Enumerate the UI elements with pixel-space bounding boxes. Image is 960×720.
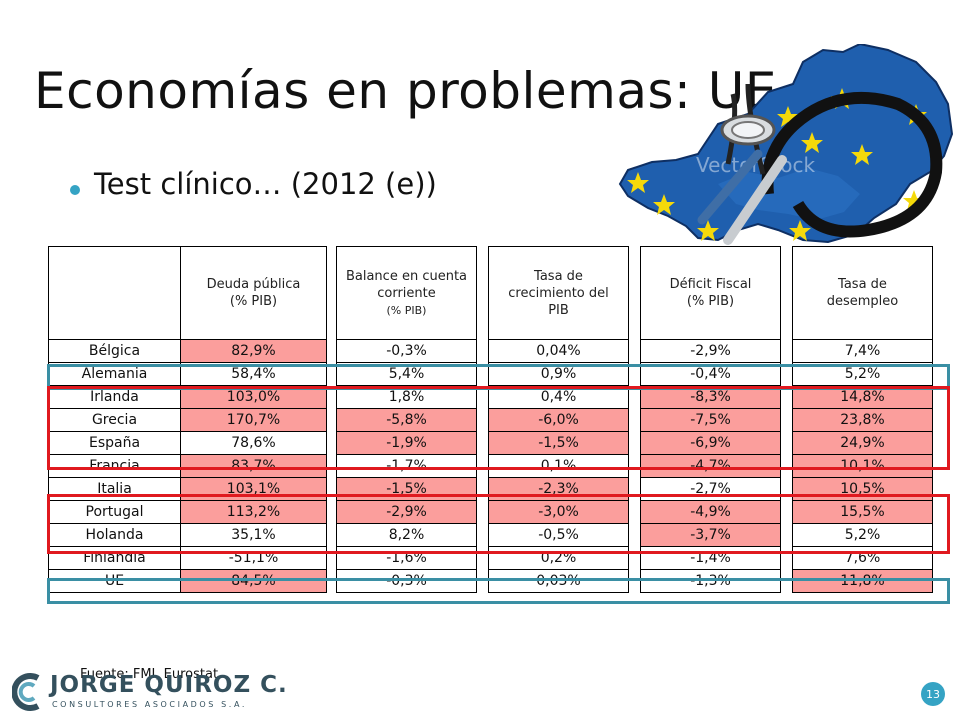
company-logo: JORGE QUIROZ C. CONSULTORES ASOCIADOS S.… [12,670,287,716]
bullet-dot-icon [70,185,80,195]
table-row: Portugal 113,2% -2,9% -3,0% -4,9% 15,5% [48,500,933,524]
value-cell: 83,7% [180,454,327,478]
table-row: Grecia 170,7% -5,8% -6,0% -7,5% 23,8% [48,408,933,432]
value-cell: -4,7% [640,454,781,478]
value-cell: -6,0% [488,408,629,432]
header-main: Tasa de crecimiento del PIB [508,268,609,318]
value-cell: 15,5% [792,500,933,524]
header-sub: (% PIB) [686,294,735,309]
header-sub: (% PIB) [386,303,427,317]
country-cell: Alemania [48,362,181,386]
country-cell: UE [48,569,181,593]
value-cell: 113,2% [180,500,327,524]
value-cell: -6,9% [640,431,781,455]
table-row: Francia 83,7% -1,7% 0,1% -4,7% 10,1% [48,454,933,478]
value-cell: 0,03% [488,569,629,593]
value-cell: -3,7% [640,523,781,547]
value-cell: -2,9% [336,500,477,524]
value-cell: -2,9% [640,339,781,363]
red-box-irlanda-grecia-espana [47,386,950,470]
value-cell: 10,1% [792,454,933,478]
value-cell: 5,2% [792,362,933,386]
value-cell: -1,5% [488,431,629,455]
header-main: Balance en cuenta corriente [345,268,468,301]
eu-map-stethoscope-image: VectorStock [618,44,954,245]
table-row: Holanda 35,1% 8,2% -0,5% -3,7% 5,2% [48,523,933,547]
value-cell: -7,5% [640,408,781,432]
table-row: Alemania 58,4% 5,4% 0,9% -0,4% 5,2% [48,362,933,386]
value-cell: 23,8% [792,408,933,432]
value-cell: -1,7% [336,454,477,478]
value-cell: 11,8% [792,569,933,593]
logo-sub-text: CONSULTORES ASOCIADOS S.A. [52,700,248,709]
logo-c-icon [12,673,40,711]
value-cell: 1,8% [336,385,477,409]
country-cell: Bélgica [48,339,181,363]
logo-main-text: JORGE QUIROZ C. [50,672,288,698]
header-main: Déficit Fiscal [669,277,752,292]
corner-cell [48,246,181,340]
table-row: UE 84,5% -0,3% 0,03% -1,3% 11,8% [48,569,933,593]
value-cell: 7,4% [792,339,933,363]
value-cell: -0,5% [488,523,629,547]
economic-indicators-table: Deuda pública (% PIB) Balance en cuenta … [48,246,933,593]
header-desempleo: Tasa de desempleo [792,246,933,340]
value-cell: -8,3% [640,385,781,409]
value-cell: 0,04% [488,339,629,363]
value-cell: 170,7% [180,408,327,432]
value-cell: -0,3% [336,339,477,363]
value-cell: 58,4% [180,362,327,386]
value-cell: 5,2% [792,523,933,547]
value-cell: -3,0% [488,500,629,524]
country-cell: Portugal [48,500,181,524]
value-cell: -1,9% [336,431,477,455]
value-cell: -5,8% [336,408,477,432]
table-row: Irlanda 103,0% 1,8% 0,4% -8,3% 14,8% [48,385,933,409]
header-balance: Balance en cuenta corriente (% PIB) [336,246,477,340]
value-cell: 84,5% [180,569,327,593]
value-cell: 78,6% [180,431,327,455]
slide-title: Economías en problemas: UE [34,62,777,120]
value-cell: -1,3% [640,569,781,593]
value-cell: 35,1% [180,523,327,547]
header-main: Deuda pública [206,277,301,292]
page-number-badge: 13 [921,682,945,706]
value-cell: 0,9% [488,362,629,386]
country-cell: Grecia [48,408,181,432]
table-row: Bélgica 82,9% -0,3% 0,04% -2,9% 7,4% [48,339,933,363]
value-cell: 5,4% [336,362,477,386]
value-cell: 14,8% [792,385,933,409]
value-cell: 82,9% [180,339,327,363]
header-main: Tasa de desempleo [826,277,899,309]
red-box-italia-portugal [47,494,950,554]
value-cell: -4,9% [640,500,781,524]
table-row: España 78,6% -1,9% -1,5% -6,9% 24,9% [48,431,933,455]
value-cell: -0,3% [336,569,477,593]
country-cell: Holanda [48,523,181,547]
country-cell: España [48,431,181,455]
value-cell: 24,9% [792,431,933,455]
blue-box-finlandia [47,578,950,604]
header-crecimiento: Tasa de crecimiento del PIB [488,246,629,340]
source-note: Fuente: FMI, Eurostat. [80,667,223,682]
value-cell: 8,2% [336,523,477,547]
value-cell: -0,4% [640,362,781,386]
value-cell: 0,1% [488,454,629,478]
header-deficit: Déficit Fiscal (% PIB) [640,246,781,340]
country-cell: Francia [48,454,181,478]
bullet-text: Test clínico… (2012 (e)) [94,167,437,201]
header-sub: (% PIB) [229,294,278,309]
header-deuda: Deuda pública (% PIB) [180,246,327,340]
